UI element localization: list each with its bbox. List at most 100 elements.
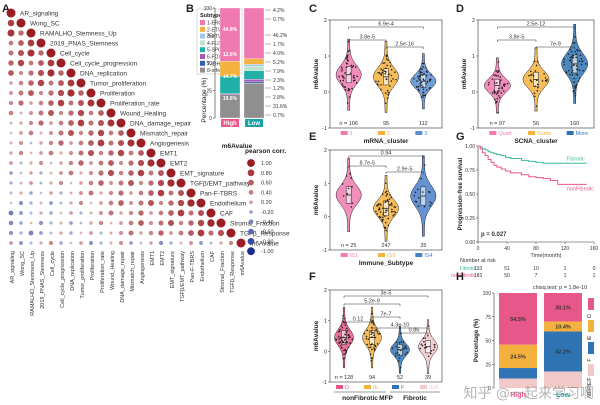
data-point	[417, 188, 419, 191]
p-value-label: 8.7e-5	[360, 161, 376, 167]
corr-dot	[38, 120, 44, 126]
corr-dot	[18, 200, 24, 206]
plot-frame	[477, 19, 595, 129]
data-point	[422, 191, 424, 193]
data-point	[351, 87, 353, 90]
data-point	[346, 59, 349, 62]
corr-dot	[19, 121, 23, 125]
data-point	[392, 214, 394, 217]
p-value-label: 3e-5	[380, 291, 391, 297]
data-point	[338, 75, 340, 78]
corr-dot	[79, 221, 83, 225]
significance-bracket	[497, 39, 537, 42]
data-point	[381, 69, 384, 72]
corr-dot	[219, 241, 223, 245]
risk-value: 7	[535, 273, 538, 279]
legend-label: 6-FOXA1	[207, 55, 228, 61]
corr-dot-diagonal	[66, 68, 76, 78]
data-point	[574, 50, 577, 53]
data-point	[346, 329, 349, 332]
data-point	[347, 87, 350, 90]
corr-dot	[128, 180, 134, 186]
corr-dot	[48, 240, 54, 246]
data-point	[370, 319, 372, 321]
y-axis-label: Progression-free survival	[458, 157, 464, 230]
data-point	[571, 73, 574, 76]
row-label: EMT_signature	[180, 171, 224, 178]
legend-label: -0.80	[261, 239, 274, 245]
corr-dot	[178, 220, 184, 226]
corr-dot	[118, 200, 124, 206]
panel-label-g: G	[456, 131, 465, 143]
data-point	[570, 71, 573, 74]
p-value-label: 7e-7	[380, 312, 391, 318]
corr-dot	[98, 150, 104, 156]
corr-dot	[118, 130, 124, 136]
data-point	[503, 85, 506, 87]
data-point	[371, 320, 374, 322]
legend-label: F	[401, 385, 405, 391]
data-point	[340, 66, 343, 69]
data-point	[339, 328, 341, 331]
y-tick-label: 1.00	[465, 144, 475, 150]
data-point	[382, 218, 384, 221]
corr-dot	[128, 200, 134, 206]
group-label-nonfibrotic: nonFibrotic	[342, 395, 378, 402]
data-point	[345, 66, 348, 69]
bar-percent-label: 1.2%	[273, 86, 285, 92]
p-value-label: 4.3e-10	[391, 323, 410, 329]
corr-dot	[9, 171, 13, 175]
data-point	[371, 312, 373, 315]
column-label: Proliferation_rate	[100, 251, 106, 293]
n-label: n = 97	[490, 121, 505, 127]
corr-dot	[49, 161, 53, 165]
corr-dot	[29, 241, 33, 245]
data-point	[382, 62, 384, 64]
corr-dot	[79, 191, 83, 195]
legend-label: 2-ETV1	[207, 27, 224, 33]
data-point	[346, 58, 349, 60]
data-point	[389, 61, 391, 64]
legend-swatch	[200, 26, 205, 32]
legend-swatch	[336, 385, 343, 389]
legend-dot	[249, 200, 253, 205]
corr-dot	[128, 230, 134, 236]
significance-bracket	[343, 303, 401, 306]
data-point	[420, 343, 423, 346]
data-point	[385, 195, 388, 197]
y-tick-label: 0	[324, 90, 327, 96]
column-label: CAF	[210, 250, 216, 262]
corr-dot	[119, 211, 123, 215]
data-point	[395, 78, 397, 81]
data-point	[354, 66, 357, 68]
legend-dot	[247, 169, 255, 177]
legend-label: -1.00	[261, 249, 274, 255]
data-point	[425, 346, 428, 349]
legend-label: -0.20	[261, 210, 274, 216]
corr-dot	[79, 171, 83, 175]
data-point	[417, 88, 420, 91]
data-point	[338, 330, 341, 332]
data-point	[426, 89, 428, 91]
plot-frame	[329, 19, 443, 129]
data-point	[384, 215, 386, 217]
corr-dot-diagonal	[86, 88, 96, 98]
p-value-label: 3.8e-5	[360, 35, 376, 41]
data-point	[532, 74, 535, 77]
data-point	[370, 357, 373, 360]
data-point	[386, 193, 389, 196]
data-point	[501, 86, 503, 89]
data-point	[501, 87, 504, 90]
legend-swatch	[528, 131, 535, 135]
corr-dot	[8, 220, 14, 226]
corr-dot	[39, 231, 43, 235]
p-value-label: 6.9e-4	[378, 22, 394, 28]
corr-dot	[78, 140, 84, 146]
p-value-label: p = 0.027	[481, 232, 507, 238]
significance-bracket	[348, 165, 387, 168]
data-point	[580, 63, 583, 66]
corr-dot	[207, 219, 215, 227]
corr-dot	[57, 89, 65, 97]
legend-label: 0.60	[261, 181, 272, 187]
corr-dot	[79, 211, 83, 215]
